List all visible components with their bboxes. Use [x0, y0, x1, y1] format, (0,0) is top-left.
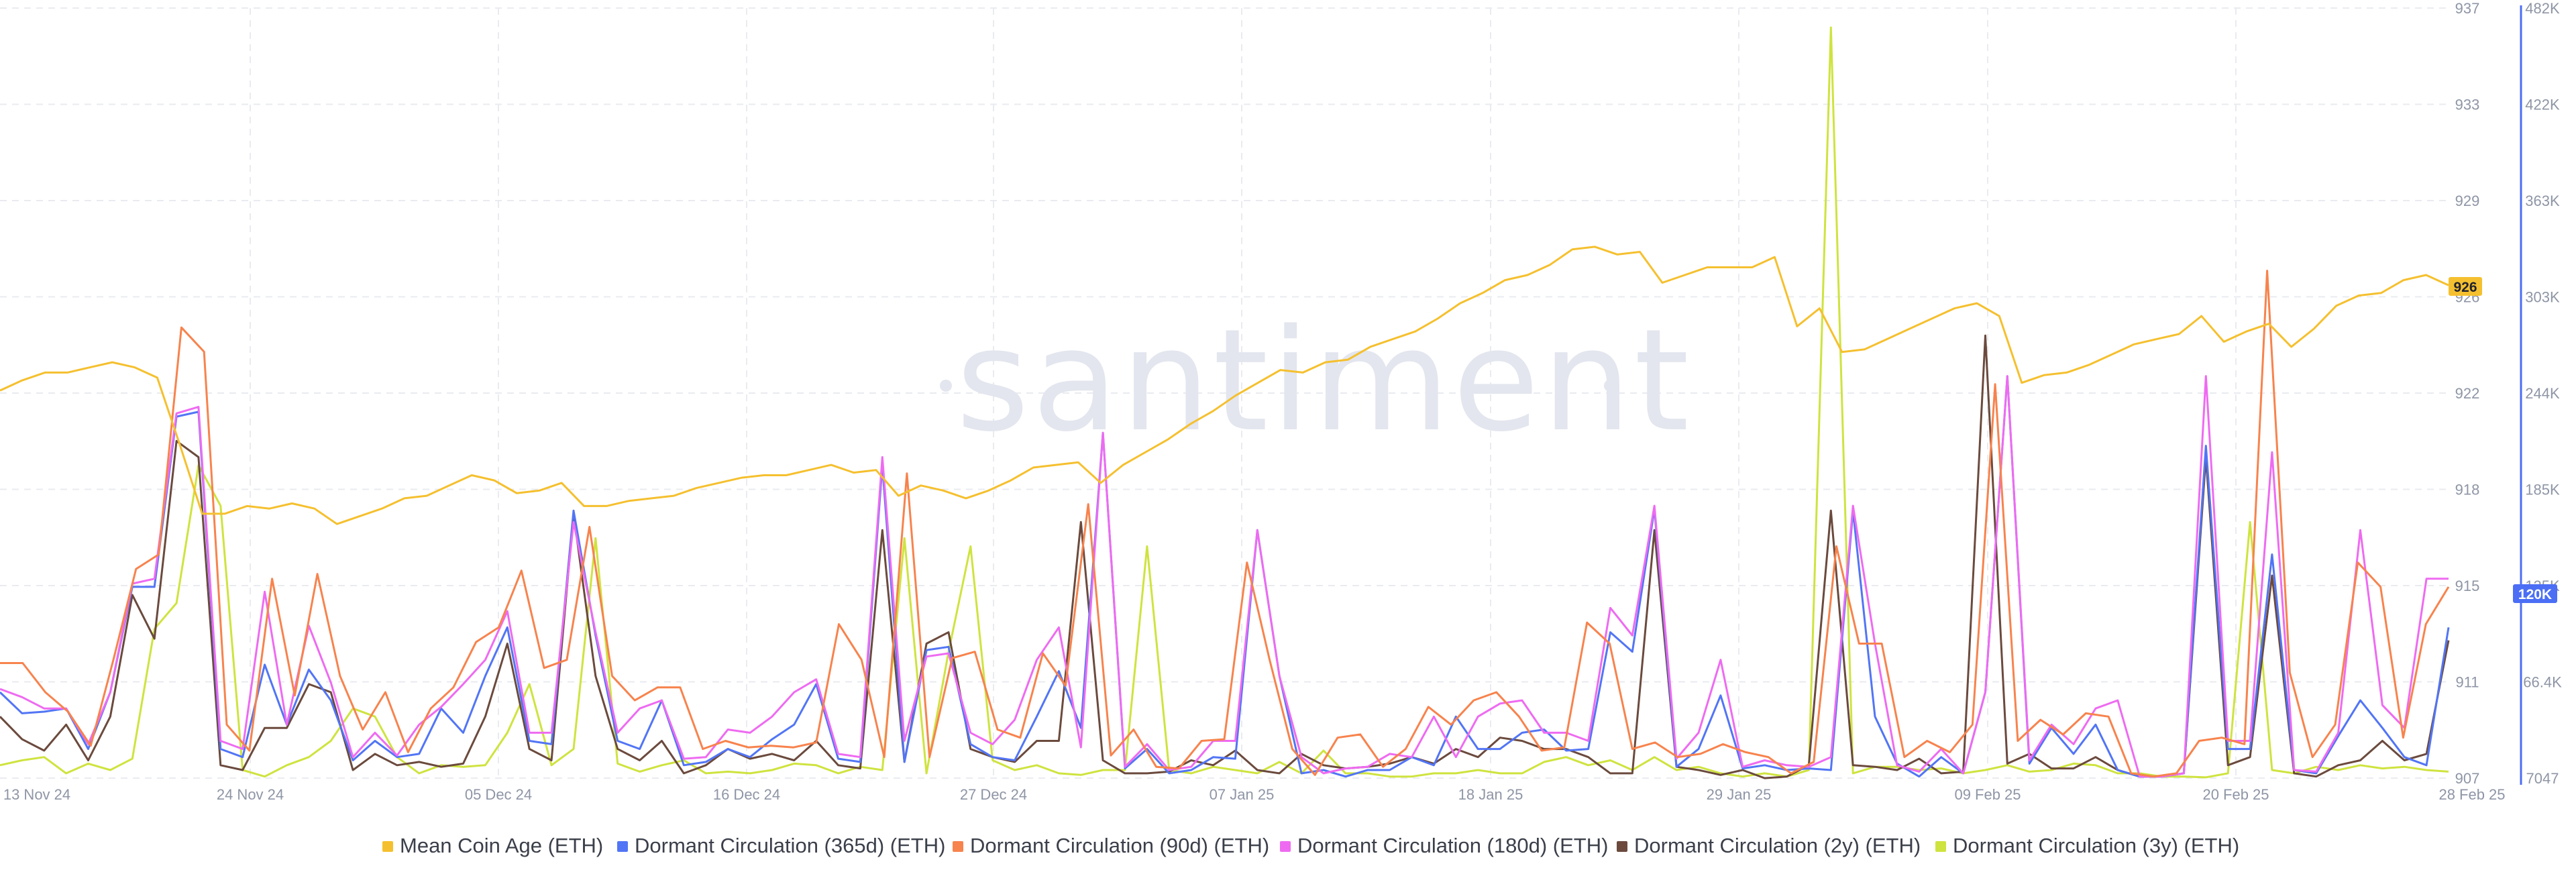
series-line-5: [0, 26, 2449, 779]
legend-item[interactable]: Dormant Circulation (365d) (ETH): [635, 834, 945, 857]
legend-swatch: [382, 841, 393, 852]
legend-swatch: [953, 841, 963, 852]
right-badge-bg: [2513, 584, 2557, 603]
x-tick: 20 Feb 25: [2202, 786, 2269, 803]
y-right-tick: 66.4K: [2523, 674, 2562, 691]
left-badge-label: 926: [2453, 280, 2477, 295]
x-tick: 16 Dec 24: [713, 786, 780, 803]
series-line-2: [0, 270, 2450, 778]
y-right-tick: 244K: [2525, 385, 2560, 402]
legend-item[interactable]: Dormant Circulation (180d) (ETH): [1297, 834, 1608, 857]
x-tick: 28 Feb 25: [2438, 786, 2505, 803]
y-left-tick: 933: [2455, 97, 2480, 113]
legend-item[interactable]: Dormant Circulation (3y) (ETH): [1953, 834, 2239, 857]
y-left-tick: 929: [2455, 193, 2480, 209]
y-left-tick: 907: [2455, 770, 2480, 787]
x-tick: 27 Dec 24: [960, 786, 1027, 803]
y-right-tick: 363K: [2525, 193, 2560, 209]
legend-item[interactable]: Dormant Circulation (2y) (ETH): [1634, 834, 1921, 857]
series-line-3: [0, 375, 2449, 778]
watermark-text: santiment: [956, 298, 1692, 463]
y-left-tick: 911: [2455, 674, 2479, 691]
x-tick: 24 Nov 24: [217, 786, 284, 803]
x-tick: 13 Nov 24: [3, 786, 70, 803]
legend-swatch: [1280, 841, 1291, 852]
y-left-tick: 922: [2455, 385, 2480, 402]
y-left-tick: 937: [2455, 0, 2480, 17]
x-axis: 13 Nov 24 24 Nov 24 05 Dec 24 16 Dec 24 27 D…: [3, 786, 2506, 803]
x-tick: 07 Jan 25: [1210, 786, 1275, 803]
watermark-dot-right: [1604, 380, 1616, 392]
watermark: santiment: [940, 298, 1692, 463]
series-line-1: [0, 375, 2450, 778]
left-badge-bg: [2449, 277, 2482, 296]
left-value-badge: 926: [2449, 277, 2482, 296]
legend-swatch: [617, 841, 628, 852]
y-left-tick: 915: [2455, 578, 2480, 594]
series-layer: [0, 26, 2450, 779]
legend-item[interactable]: Dormant Circulation (90d) (ETH): [970, 834, 1269, 857]
legend-swatch: [1617, 841, 1627, 852]
y-right-tick: 303K: [2525, 289, 2560, 306]
legend-item[interactable]: Mean Coin Age (ETH): [400, 834, 603, 857]
y-right-tick: 185K: [2525, 482, 2560, 498]
x-tick: 09 Feb 25: [1954, 786, 2021, 803]
x-tick: 05 Dec 24: [465, 786, 532, 803]
right-badge-label: 120K: [2518, 587, 2552, 602]
y-axis-left: 937 933 929 926 922 918 915 911 907: [2455, 0, 2480, 787]
x-tick: 18 Jan 25: [1458, 786, 1523, 803]
y-right-tick: 422K: [2525, 97, 2560, 113]
right-value-badge: 120K: [2513, 584, 2557, 603]
y-left-tick: 918: [2455, 482, 2480, 498]
x-tick: 29 Jan 25: [1707, 786, 1772, 803]
legend-swatch: [1935, 841, 1946, 852]
y-right-tick: 7047: [2526, 770, 2559, 787]
y-right-tick: 482K: [2525, 0, 2560, 17]
series-line-0: [0, 246, 2449, 525]
watermark-dot-left: [940, 380, 952, 392]
legend: Mean Coin Age (ETH) Dormant Circulation (…: [382, 834, 2239, 857]
